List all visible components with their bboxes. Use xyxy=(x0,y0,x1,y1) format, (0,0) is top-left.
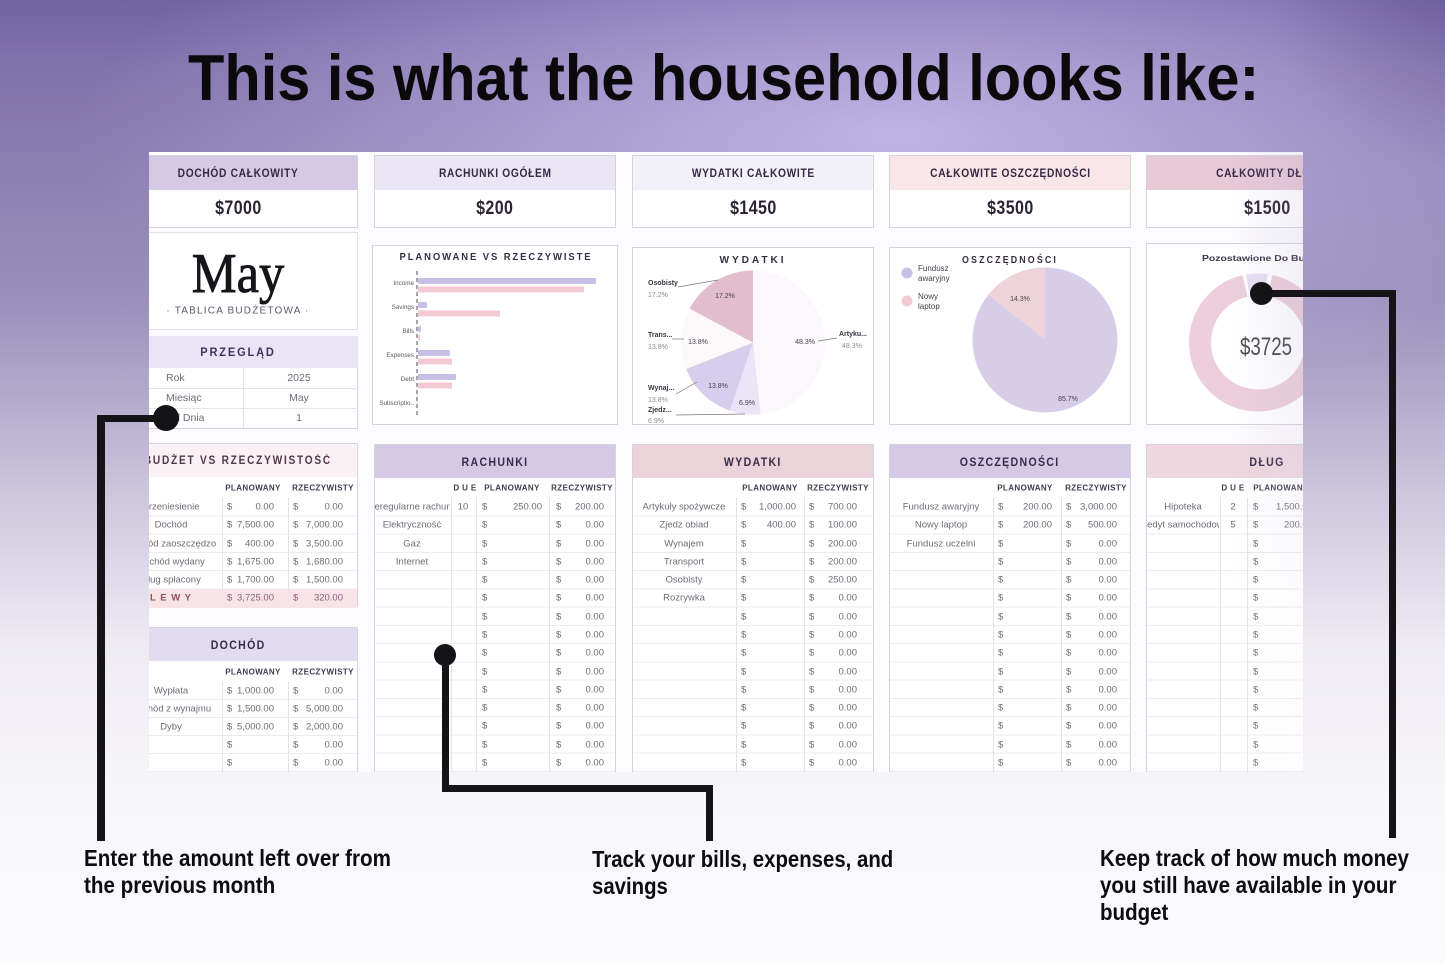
svg-text:WYDATKI: WYDATKI xyxy=(720,254,787,266)
svg-text:$3725: $3725 xyxy=(1240,333,1292,361)
svg-text:laptop: laptop xyxy=(918,302,940,311)
svg-text:Expenses: Expenses xyxy=(386,352,414,359)
svg-text:13.8%: 13.8% xyxy=(708,383,728,390)
svg-text:Subscriptio..: Subscriptio.. xyxy=(379,400,414,407)
svg-text:Osobisty: Osobisty xyxy=(648,280,678,287)
svg-text:Fundusz: Fundusz xyxy=(918,264,949,273)
svg-text:14.3%: 14.3% xyxy=(1010,296,1030,303)
svg-text:Trans...: Trans... xyxy=(648,332,673,339)
svg-text:17.2%: 17.2% xyxy=(715,293,735,300)
svg-text:Debt: Debt xyxy=(401,376,415,383)
svg-text:17.2%: 17.2% xyxy=(648,292,668,299)
svg-text:6.9%: 6.9% xyxy=(648,418,664,425)
svg-text:Zjedz...: Zjedz... xyxy=(648,407,672,414)
svg-text:Bills: Bills xyxy=(402,328,414,335)
svg-text:6.9%: 6.9% xyxy=(739,400,755,407)
svg-text:Pozostawione Do Budżetu: Pozostawione Do Budżetu xyxy=(1202,254,1332,263)
svg-text:Savings: Savings xyxy=(392,304,414,311)
svg-text:13.8%: 13.8% xyxy=(648,397,668,404)
svg-text:OSZCZĘDNOŚCI: OSZCZĘDNOŚCI xyxy=(962,253,1058,266)
svg-text:Wynaj...: Wynaj... xyxy=(648,385,674,392)
svg-text:PLANOWANE VS RZECZYWISTE: PLANOWANE VS RZECZYWISTE xyxy=(400,252,593,263)
svg-text:48.3%: 48.3% xyxy=(795,339,815,346)
svg-text:13.8%: 13.8% xyxy=(648,344,668,351)
svg-text:Income: Income xyxy=(393,280,414,287)
svg-text:85.7%: 85.7% xyxy=(1058,396,1078,403)
svg-text:Artyku...: Artyku... xyxy=(839,331,867,338)
svg-text:Nowy: Nowy xyxy=(918,292,938,301)
svg-text:13.8%: 13.8% xyxy=(688,339,708,346)
svg-text:awaryjny: awaryjny xyxy=(918,274,950,283)
svg-text:48.3%: 48.3% xyxy=(842,343,862,350)
